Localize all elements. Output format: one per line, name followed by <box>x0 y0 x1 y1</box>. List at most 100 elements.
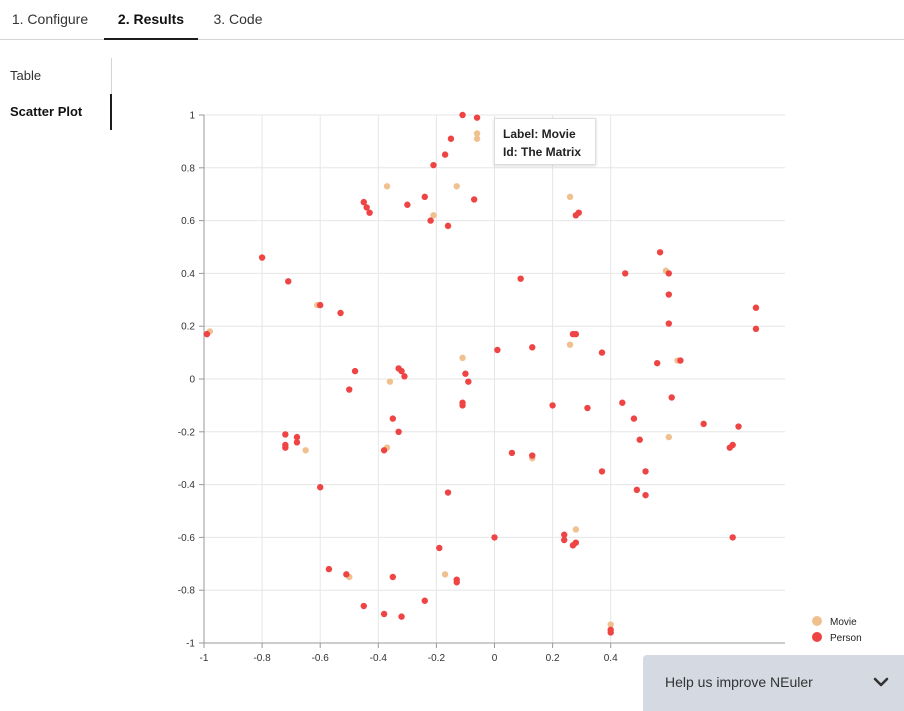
person-point[interactable] <box>665 291 672 298</box>
chevron-down-icon[interactable] <box>872 673 890 691</box>
person-point[interactable] <box>598 468 606 475</box>
person-point[interactable] <box>282 444 289 451</box>
person-point[interactable] <box>421 193 428 201</box>
person-point[interactable] <box>427 217 434 224</box>
person-point[interactable] <box>325 565 333 573</box>
person-point[interactable] <box>293 433 301 441</box>
person-point[interactable] <box>441 151 449 158</box>
feedback-banner[interactable]: Help us improve NEuler <box>643 655 904 711</box>
person-point[interactable] <box>285 278 292 285</box>
person-point[interactable] <box>351 367 359 375</box>
person-point[interactable] <box>380 447 388 454</box>
person-point[interactable] <box>462 370 469 377</box>
person-point[interactable] <box>642 468 649 475</box>
tab-code[interactable]: 3. Code <box>213 11 263 27</box>
movie-point[interactable] <box>473 130 481 137</box>
person-point[interactable] <box>366 209 373 216</box>
person-point[interactable] <box>633 486 641 494</box>
person-point[interactable] <box>389 573 397 581</box>
person-point[interactable] <box>598 349 606 356</box>
person-point[interactable] <box>668 394 675 401</box>
person-point[interactable] <box>630 415 638 422</box>
movie-point[interactable] <box>459 354 466 362</box>
person-point[interactable] <box>619 399 626 406</box>
person-point[interactable] <box>729 534 736 541</box>
person-point[interactable] <box>337 309 344 317</box>
person-point[interactable] <box>561 536 568 544</box>
movie-point[interactable] <box>441 571 449 578</box>
person-point[interactable] <box>636 436 643 443</box>
person-point[interactable] <box>569 542 577 549</box>
person-point[interactable] <box>494 346 501 354</box>
person-point[interactable] <box>360 198 367 206</box>
movie-point[interactable] <box>665 433 672 441</box>
movie-point[interactable] <box>453 183 460 190</box>
movie-point[interactable] <box>473 135 481 142</box>
person-point[interactable] <box>453 579 460 586</box>
person-point[interactable] <box>752 304 760 311</box>
person-point[interactable] <box>282 431 289 438</box>
movie-point[interactable] <box>302 447 309 454</box>
person-point[interactable] <box>203 330 211 338</box>
person-point[interactable] <box>561 531 568 538</box>
person-point[interactable] <box>572 330 580 338</box>
person-point[interactable] <box>508 449 516 457</box>
person-point[interactable] <box>447 135 455 142</box>
person-point[interactable] <box>258 254 266 261</box>
person-point[interactable] <box>656 249 664 256</box>
person-point[interactable] <box>549 402 556 409</box>
person-point[interactable] <box>363 204 370 211</box>
sidebar-item-table[interactable]: Table <box>0 58 112 94</box>
person-point[interactable] <box>395 428 402 435</box>
person-point[interactable] <box>421 597 428 604</box>
person-point[interactable] <box>473 114 481 121</box>
person-point[interactable] <box>430 161 437 169</box>
person-point[interactable] <box>517 275 524 282</box>
person-point[interactable] <box>622 270 629 277</box>
person-point[interactable] <box>398 613 405 620</box>
person-point[interactable] <box>459 402 466 409</box>
person-point[interactable] <box>436 544 443 552</box>
person-point[interactable] <box>465 378 472 385</box>
person-point[interactable] <box>642 491 649 499</box>
person-point[interactable] <box>735 423 742 430</box>
person-point[interactable] <box>404 201 411 208</box>
tab-configure[interactable]: 1. Configure <box>11 11 89 27</box>
person-point[interactable] <box>726 444 734 451</box>
person-point[interactable] <box>607 629 614 636</box>
person-point[interactable] <box>343 571 350 578</box>
person-point[interactable] <box>317 484 324 491</box>
person-point[interactable] <box>444 489 452 496</box>
person-point[interactable] <box>444 222 452 230</box>
person-point[interactable] <box>346 386 353 393</box>
person-point[interactable] <box>317 301 324 309</box>
movie-point[interactable] <box>383 183 391 190</box>
person-point[interactable] <box>665 320 672 327</box>
person-point[interactable] <box>389 415 397 422</box>
person-point[interactable] <box>529 452 536 459</box>
person-point[interactable] <box>529 344 536 351</box>
movie-point[interactable] <box>566 193 574 201</box>
person-point[interactable] <box>398 367 405 375</box>
person-point[interactable] <box>491 534 498 541</box>
person-point[interactable] <box>575 209 582 216</box>
person-point[interactable] <box>665 270 672 277</box>
person-point[interactable] <box>653 359 661 367</box>
movie-point[interactable] <box>386 378 394 385</box>
person-point[interactable] <box>752 325 760 333</box>
person-point[interactable] <box>470 196 478 203</box>
movie-point[interactable] <box>430 212 437 219</box>
person-point[interactable] <box>700 420 707 428</box>
tab-results[interactable]: 2. Results <box>104 0 198 40</box>
person-point[interactable] <box>459 111 466 119</box>
person-point[interactable] <box>293 439 301 446</box>
movie-point[interactable] <box>572 526 580 533</box>
movie-point[interactable] <box>566 341 574 348</box>
person-point[interactable] <box>380 610 388 618</box>
movie-point[interactable] <box>607 621 614 628</box>
person-point[interactable] <box>360 602 367 610</box>
person-point[interactable] <box>584 404 591 412</box>
sidebar-item-scatter-plot[interactable]: Scatter Plot <box>0 94 112 130</box>
person-point[interactable] <box>401 373 408 380</box>
person-point[interactable] <box>677 357 684 364</box>
